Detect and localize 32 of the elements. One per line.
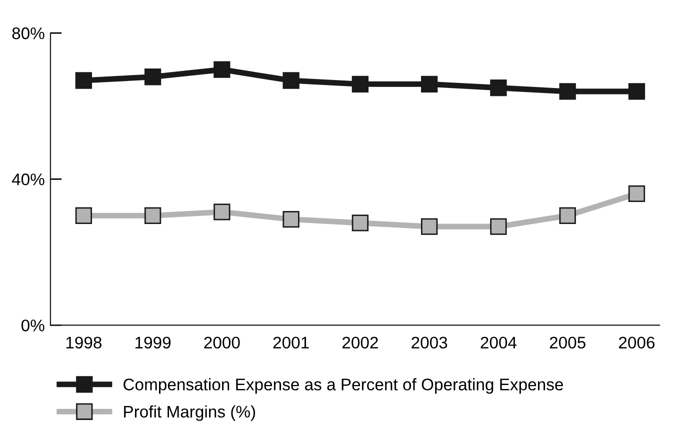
- x-tick-label: 2005: [550, 336, 586, 349]
- y-tick-label: 0%: [21, 320, 44, 332]
- legend-label: Compensation Expense as a Percent of Operating Expense: [124, 378, 563, 394]
- point: [352, 76, 369, 92]
- point: [559, 207, 576, 224]
- point: [144, 68, 162, 86]
- x-tick-label: 2003: [412, 336, 448, 349]
- x-tick-label: 2000: [204, 336, 240, 349]
- x-tick-label: 2006: [619, 336, 655, 349]
- point: [559, 83, 576, 100]
- x-tick-label: 2001: [273, 336, 309, 349]
- x-tick-label: 1998: [66, 336, 102, 349]
- y-tick-label: 40%: [12, 174, 44, 186]
- point: [352, 214, 369, 232]
- point: [490, 79, 507, 96]
- x-tick-label: 1999: [136, 336, 171, 349]
- point: [214, 61, 230, 78]
- point: [214, 204, 230, 220]
- point: [490, 218, 507, 235]
- point: [282, 210, 300, 228]
- point: [628, 185, 646, 202]
- point: [144, 207, 162, 224]
- point: [75, 72, 92, 89]
- point: [420, 76, 438, 92]
- point: [420, 218, 438, 235]
- x-tick-label: 2004: [480, 336, 517, 349]
- point: [628, 83, 646, 100]
- point: [75, 207, 92, 224]
- y-tick-label: 80%: [12, 27, 44, 40]
- x-tick-label: 2002: [342, 336, 378, 349]
- point: [282, 72, 300, 89]
- legend-label: Profit Margins (%): [124, 405, 256, 421]
